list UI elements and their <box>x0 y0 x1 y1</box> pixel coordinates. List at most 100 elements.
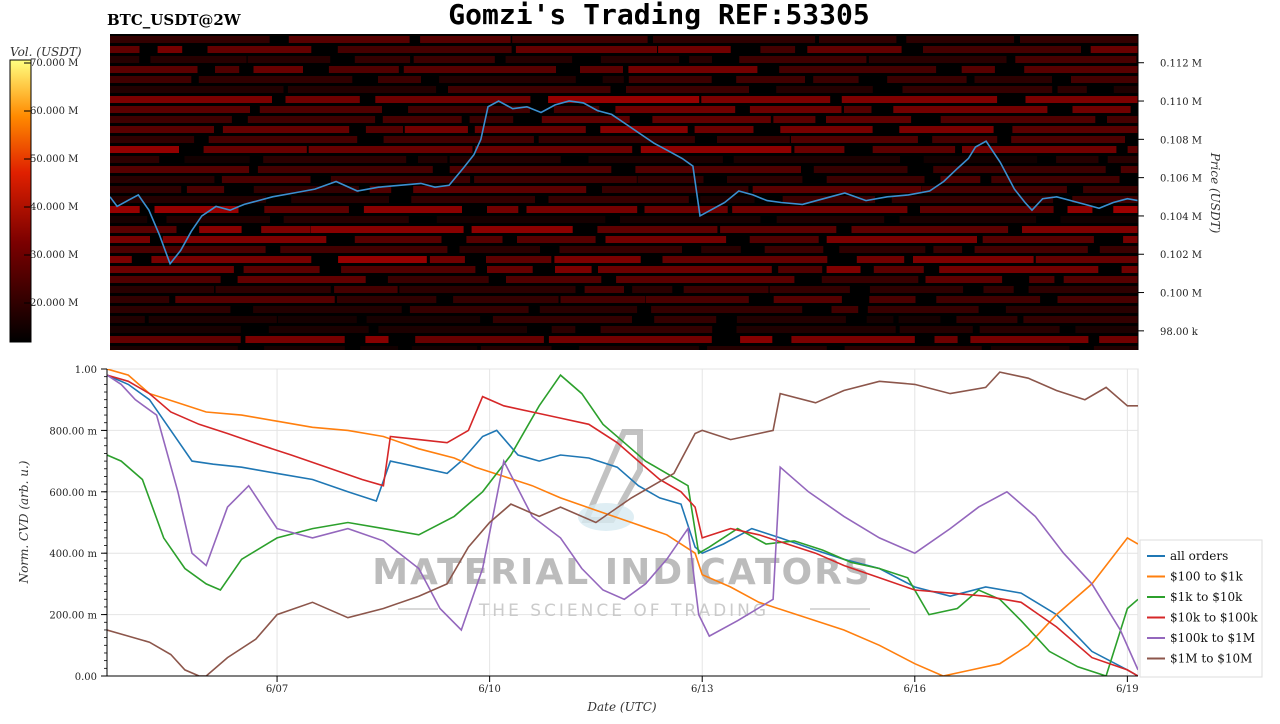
heatmap-band <box>752 186 922 193</box>
heatmap-band <box>285 96 360 103</box>
heatmap-band <box>453 296 559 303</box>
heatmap-band <box>807 46 902 53</box>
heatmap-band <box>415 336 544 343</box>
heatmap-band <box>283 216 409 223</box>
heatmap-band <box>600 326 713 333</box>
heatmap-band <box>1107 116 1138 123</box>
heatmap-band <box>247 56 331 63</box>
colorbar: Vol. (USDT) 70.000 M 60.000 M 50.000 M 40.0… <box>9 45 82 343</box>
colorbar-tick-label: 70.000 M <box>30 58 78 69</box>
cvd-series-line <box>107 374 1138 676</box>
cvd-series-line <box>107 374 1138 671</box>
heatmap-band <box>869 286 964 293</box>
heatmap-band <box>1015 56 1137 63</box>
heatmap-band <box>773 116 816 123</box>
heatmap-band <box>245 336 345 343</box>
heatmap-band <box>365 126 403 133</box>
heatmap-band <box>186 186 225 193</box>
colorbar-gradient <box>9 59 32 343</box>
heatmap-band <box>637 176 704 183</box>
heatmap-band <box>644 206 728 213</box>
price-tick-label: 0.106 M <box>1160 174 1202 185</box>
heatmap-band <box>110 316 145 323</box>
heatmap-band <box>651 306 803 313</box>
heatmap-band <box>291 196 389 203</box>
heatmap-band <box>899 216 1037 223</box>
heatmap-band <box>413 186 587 193</box>
heatmap-band <box>110 206 140 213</box>
heatmap-band <box>259 106 382 113</box>
heatmap-band <box>1020 36 1138 43</box>
heatmap-band <box>1023 316 1138 323</box>
heatmap-band <box>635 166 801 173</box>
colorbar-label: Vol. (USDT) <box>10 45 82 59</box>
heatmap-band <box>813 166 908 173</box>
heatmap-band <box>459 246 540 253</box>
heatmap-band <box>872 146 956 153</box>
heatmap-band <box>598 266 772 273</box>
heatmap-band <box>526 206 638 213</box>
watermark-logo-icon <box>578 429 643 531</box>
heatmap-band <box>1127 146 1138 153</box>
heatmap-band <box>740 336 773 343</box>
heatmap-band <box>409 306 529 313</box>
heatmap-band <box>449 156 561 163</box>
heatmap-band <box>727 176 803 183</box>
heatmap-band <box>628 66 758 73</box>
heatmap-band <box>579 346 699 350</box>
heatmap-band <box>654 316 717 323</box>
heatmap-band <box>110 146 179 153</box>
legend-entry: $100k to $1M <box>1170 631 1255 645</box>
heatmap-band <box>328 66 399 73</box>
heatmap-band <box>826 266 861 273</box>
heatmap-band <box>1060 216 1138 223</box>
heatmap-band <box>110 166 250 173</box>
heatmap-band <box>620 216 761 223</box>
heatmap-band <box>548 336 712 343</box>
heatmap-band <box>701 96 831 103</box>
heatmap-band <box>707 346 827 350</box>
heatmap-band <box>1024 66 1138 73</box>
heatmap-band <box>278 316 357 323</box>
cvd-y-tick-label: 200.00 m <box>49 611 97 622</box>
heatmap-band <box>831 306 859 313</box>
heatmap-band <box>538 136 695 143</box>
heatmap-band <box>794 146 845 153</box>
heatmap-band <box>868 56 1007 63</box>
heatmap-band <box>653 36 816 43</box>
heatmap-band <box>736 326 896 333</box>
heatmap-band <box>701 246 741 253</box>
heatmap-band <box>257 166 433 173</box>
heatmap-band <box>486 256 552 263</box>
heatmap-band <box>539 306 638 313</box>
heatmap-band <box>626 86 749 93</box>
heatmap-band <box>341 266 476 273</box>
heatmap-band <box>110 256 132 263</box>
heatmap-band <box>739 56 867 63</box>
heatmap-band <box>640 146 792 153</box>
heatmap-band <box>449 166 612 173</box>
heatmap-band <box>253 306 402 313</box>
heatmap-band <box>157 46 183 53</box>
heatmap-band <box>471 226 573 233</box>
legend-entry: $1k to $10k <box>1170 590 1243 604</box>
heatmap-band <box>602 76 624 83</box>
heatmap-band <box>736 316 846 323</box>
legend-box <box>1139 539 1263 678</box>
heatmap-band <box>466 236 503 243</box>
heatmap-band <box>821 276 919 283</box>
heatmap-band <box>334 286 398 293</box>
watermark-tagline: THE SCIENCE OF TRADING <box>478 601 769 621</box>
cvd-y-tick-label: 600.00 m <box>49 488 97 499</box>
heatmap-band <box>933 246 963 253</box>
heatmap-band <box>906 36 1015 43</box>
heatmap-band <box>215 66 240 73</box>
watermark-brand: MATERIAL INDICATORS <box>372 552 872 593</box>
price-tick-label: 0.102 M <box>1160 250 1202 261</box>
heatmap-band <box>733 156 900 163</box>
heatmap-band <box>474 176 637 183</box>
heatmap-band <box>921 186 1067 193</box>
heatmap-band <box>110 246 266 253</box>
heatmap-band <box>662 256 828 263</box>
